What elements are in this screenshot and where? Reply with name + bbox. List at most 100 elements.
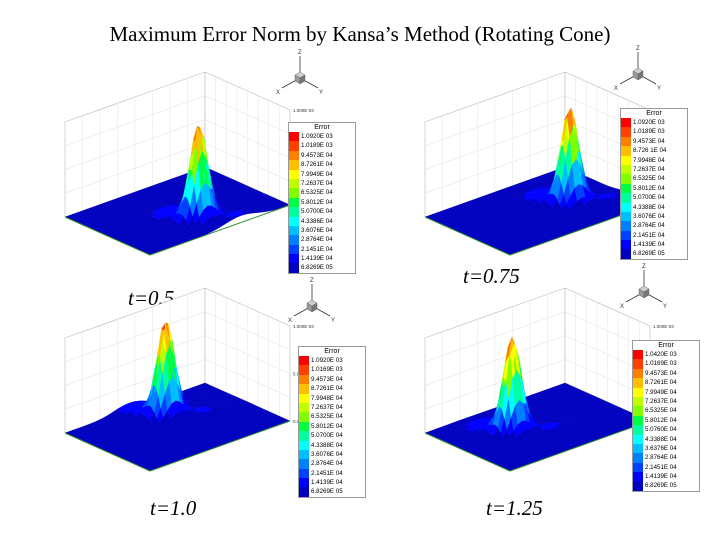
caption-4: t=1.25: [486, 496, 543, 520]
legend-label: 4.3388E 04: [633, 203, 665, 211]
legend-entry: 6.5325E 04: [289, 188, 355, 198]
legend-entry: 2.8764E 04: [633, 453, 699, 463]
legend-entry: 3.6076E 04: [299, 449, 365, 460]
z-gridline: [424, 311, 651, 362]
legend-swatch: [299, 468, 309, 479]
axis-box: [64, 287, 291, 434]
surface-plot-3: 1.000E-035.000E-040.000E+00: [64, 287, 315, 472]
legend-label: 2.8764E 04: [311, 460, 343, 468]
legend-label: 5.0760E 04: [645, 426, 677, 434]
legend-swatch: [299, 374, 309, 385]
legend-swatch: [289, 197, 299, 208]
legend-label: 5.8012E 04: [645, 416, 677, 424]
legend-entry: 1.0920E 03: [621, 118, 687, 128]
legend-entry: 7.9949E 04: [289, 169, 355, 179]
legend-entry: 4.3388E 04: [633, 434, 699, 444]
legend-swatch: [621, 183, 631, 194]
legend-label: 4.3388E 04: [311, 441, 343, 449]
legend-label: 5.8012E 04: [633, 184, 665, 192]
cube-right: [311, 302, 318, 313]
legend-label: 4.3388E 04: [645, 435, 677, 443]
legend-swatch: [289, 254, 299, 264]
y-axis-letter: Y: [331, 318, 335, 324]
legend-swatch: [621, 240, 631, 250]
legend-label: 1.4139E 04: [633, 241, 665, 249]
axis-triad-2: ZX Y: [614, 46, 661, 92]
legend-entry: 6.5325E 04: [621, 174, 687, 184]
axis-box: [424, 287, 651, 434]
y-axis-letter: Y: [663, 304, 667, 310]
page-title: Maximum Error Norm by Kansa’s Method (Ro…: [109, 22, 611, 46]
x-axis-letter: X: [288, 318, 292, 324]
legend-swatch: [633, 368, 643, 379]
legend-entry: 1.4139E 04: [299, 478, 365, 488]
front-edge-x: [424, 216, 511, 256]
legend-label: 1.0169E 03: [645, 360, 677, 368]
legend-label: 9.4573E 04: [311, 375, 343, 383]
legend-swatch: [621, 146, 631, 156]
surface-plot-1: 1.000E-037.500E-045.000E-042.500E-040.00…: [64, 71, 315, 256]
legend-swatch: [621, 202, 631, 212]
legend-label: 6.8269E 05: [645, 482, 677, 490]
legend-label: 8.7261E 04: [311, 385, 343, 393]
legend-swatch: [633, 443, 643, 454]
legend-entry: 1.0189E 03: [621, 127, 687, 137]
legend-swatch: [633, 481, 643, 491]
legend-title: Error: [314, 124, 330, 131]
legend-entry: 4.3388E 04: [299, 440, 365, 450]
legend-swatch: [289, 188, 299, 198]
legend-entry: 7.2637E 04: [633, 396, 699, 407]
surface: [64, 125, 291, 256]
legend-entry: 2.8764E 04: [289, 235, 355, 245]
legend-swatch: [289, 235, 299, 245]
color-legend-4: Error 1.0420E 03 1.0169E 03 9.4573E 04 8.72…: [632, 340, 700, 492]
legend-entry: 1.4139E 04: [289, 254, 355, 264]
legend-swatch: [299, 365, 309, 375]
legend-label: 7.2637E 04: [645, 397, 677, 405]
legend-swatch: [299, 487, 309, 497]
chart-panel-4: 1.000E-035.000E-04 Error 1.0420E 031.016…: [360, 264, 720, 496]
chart-panel-3: 1.000E-035.000E-040.000E+00 Error 1.0920…: [0, 276, 366, 498]
legend-label: 9.4573E 04: [645, 369, 677, 377]
legend-entry: 7.9948E 04: [299, 393, 365, 403]
legend-label: 2.1451E 04: [645, 463, 677, 471]
legend-swatch: [289, 178, 299, 189]
legend-swatch: [299, 356, 309, 366]
legend-label: 5.0700E 04: [301, 208, 333, 216]
legend-title: Error: [324, 348, 340, 355]
legend-swatch: [299, 393, 309, 403]
legend-label: 5.0700E 04: [633, 194, 665, 202]
legend-swatch: [299, 384, 309, 394]
z-gridline: [64, 119, 291, 170]
legend-label: 1.4139E 04: [301, 255, 333, 263]
caption-3: t=1.0: [150, 496, 197, 520]
legend-entry: 3.6376E 04: [633, 443, 699, 454]
legend-swatch: [299, 402, 309, 413]
cube-right: [643, 288, 650, 299]
z-gridline: [64, 95, 291, 146]
color-legend-2: Error 1.0920E 03 1.0189E 03 9.4573E 04 8.72…: [620, 108, 688, 260]
legend-entry: 2.8764E 04: [621, 221, 687, 231]
legend-label: 1.4139E 04: [311, 479, 343, 487]
legend-entry: 5.8012E 04: [633, 415, 699, 426]
cube-right: [299, 74, 306, 85]
legend-label: 2.1451E 04: [311, 469, 343, 477]
legend-label: 7.9948E 04: [311, 394, 343, 402]
legend-label: 2.8764E 04: [633, 222, 665, 230]
legend-swatch: [633, 396, 643, 407]
legend-label: 1.0169E 03: [311, 366, 343, 374]
legend-entry: 3.6076E 04: [289, 225, 355, 236]
front-edge-x: [64, 432, 151, 472]
legend-swatch: [621, 118, 631, 128]
legend-entry: 4.3386E 04: [289, 216, 355, 226]
legend-swatch: [289, 150, 299, 161]
legend-swatch: [299, 449, 309, 460]
legend-label: 1.0189E 03: [633, 128, 665, 136]
legend-entry: 1.0420E 03: [633, 350, 699, 360]
z-axis-letter: Z: [310, 278, 314, 284]
front-edge-x: [64, 216, 151, 256]
legend-entry: 8.7261E 04: [633, 378, 699, 388]
surface: [424, 107, 651, 256]
y-axis-letter: Y: [657, 86, 661, 92]
surface-plot-4: 1.000E-035.000E-04: [424, 287, 674, 472]
